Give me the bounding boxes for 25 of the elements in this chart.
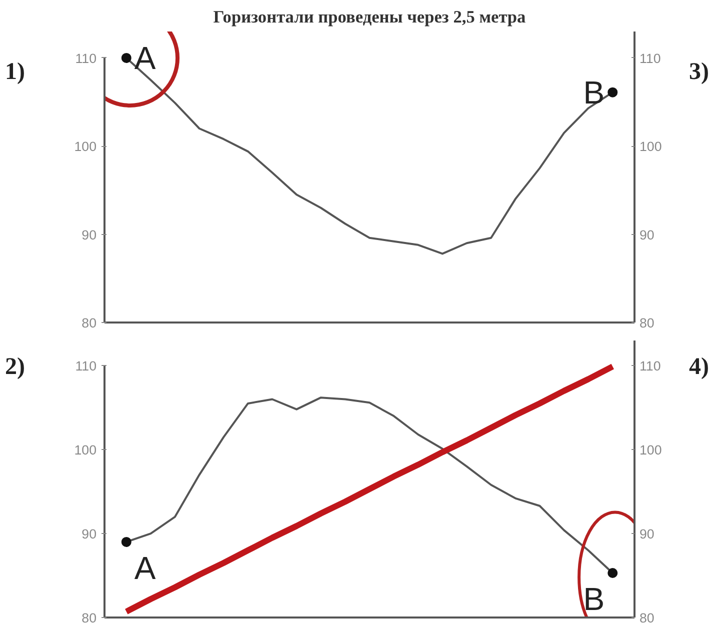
y2-tick-label: 100 — [640, 442, 662, 458]
annotation: A — [134, 40, 156, 76]
y2-tick-label: 110 — [640, 358, 661, 374]
text: 1) — [5, 58, 25, 87]
y-tick-label: 90 — [82, 227, 97, 242]
annotation: B — [583, 581, 605, 618]
y2-tick-label: 90 — [640, 227, 654, 242]
text: 2) — [5, 353, 25, 382]
y2-tick-label: 80 — [640, 316, 654, 330]
y-tick-label: 100 — [74, 139, 97, 154]
y-tick-label: 90 — [82, 526, 97, 542]
annotation: B — [583, 74, 605, 110]
y2-tick-label: 80 — [640, 610, 654, 626]
y2-tick-label: 100 — [640, 139, 662, 154]
y-tick-label: 100 — [74, 442, 97, 458]
chart-title: Горизонтали проведены через 2,5 метра — [213, 8, 526, 26]
y-tick-label: 80 — [82, 316, 97, 330]
y-tick-label: 110 — [75, 50, 96, 66]
text: 3) — [689, 58, 709, 87]
text: 4) — [689, 353, 709, 382]
y-tick-label: 110 — [75, 358, 96, 374]
annotation: A — [134, 550, 156, 586]
y-tick-label: 80 — [82, 610, 97, 626]
y2-tick-label: 110 — [640, 50, 661, 66]
y2-tick-label: 90 — [640, 526, 654, 542]
